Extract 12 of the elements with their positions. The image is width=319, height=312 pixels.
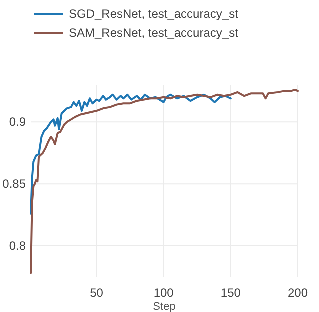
y-tick-label: 0.8	[9, 239, 26, 254]
line-series	[30, 94, 232, 215]
line-series	[30, 88, 299, 274]
x-tick-label: 150	[220, 286, 242, 300]
x-tick-label: 100	[154, 286, 174, 300]
x-axis-title: Step	[153, 301, 176, 312]
legend-label: SGD_ResNet, test_accuracy_st	[69, 7, 240, 21]
y-tick-label: 0.85	[2, 177, 26, 192]
legend-label: SAM_ResNet, test_accuracy_st	[69, 26, 240, 40]
x-tick-label: 50	[90, 286, 104, 300]
y-tick-label: 0.9	[9, 115, 26, 130]
x-tick-label: 200	[288, 286, 308, 300]
